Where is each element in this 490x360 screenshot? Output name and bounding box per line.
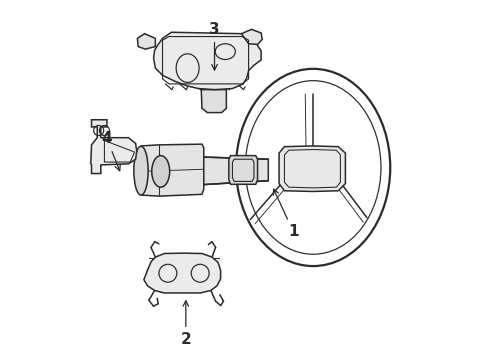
Ellipse shape (134, 146, 148, 195)
Polygon shape (279, 146, 345, 192)
Text: 2: 2 (180, 301, 191, 347)
Polygon shape (153, 32, 261, 90)
Polygon shape (242, 30, 262, 44)
Ellipse shape (236, 69, 390, 266)
Polygon shape (144, 253, 220, 293)
Ellipse shape (152, 156, 170, 187)
Text: 3: 3 (209, 22, 220, 70)
Text: 1: 1 (273, 189, 299, 239)
Polygon shape (161, 156, 269, 187)
Polygon shape (91, 120, 137, 174)
Polygon shape (141, 144, 204, 196)
Polygon shape (137, 34, 155, 49)
Polygon shape (201, 90, 226, 113)
Text: 4: 4 (101, 131, 120, 171)
Polygon shape (229, 156, 258, 184)
